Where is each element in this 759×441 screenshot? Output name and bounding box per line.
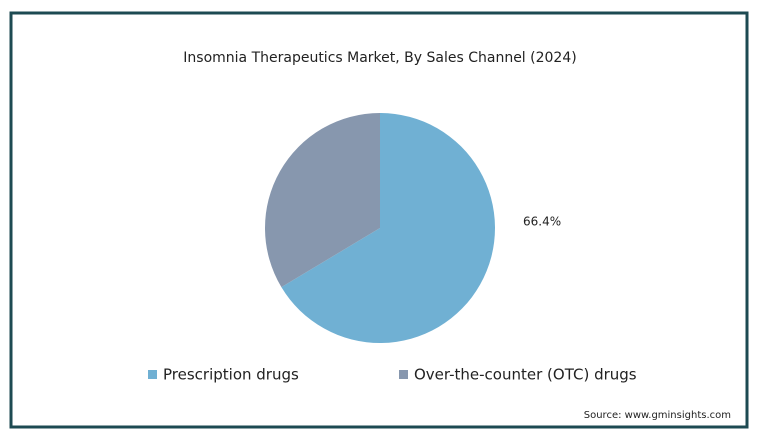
legend-swatch xyxy=(399,370,408,379)
legend-label: Prescription drugs xyxy=(163,366,299,384)
data-label: 66.4% xyxy=(523,215,561,229)
pie-slice xyxy=(264,113,380,288)
legend-label: Over-the-counter (OTC) drugs xyxy=(414,366,637,384)
pie-slice xyxy=(281,113,495,343)
source: Source: www.gminsights.com xyxy=(584,410,731,421)
legend-swatch xyxy=(148,370,157,379)
chart-title: Insomnia Therapeutics Market, By Sales C… xyxy=(183,50,576,66)
